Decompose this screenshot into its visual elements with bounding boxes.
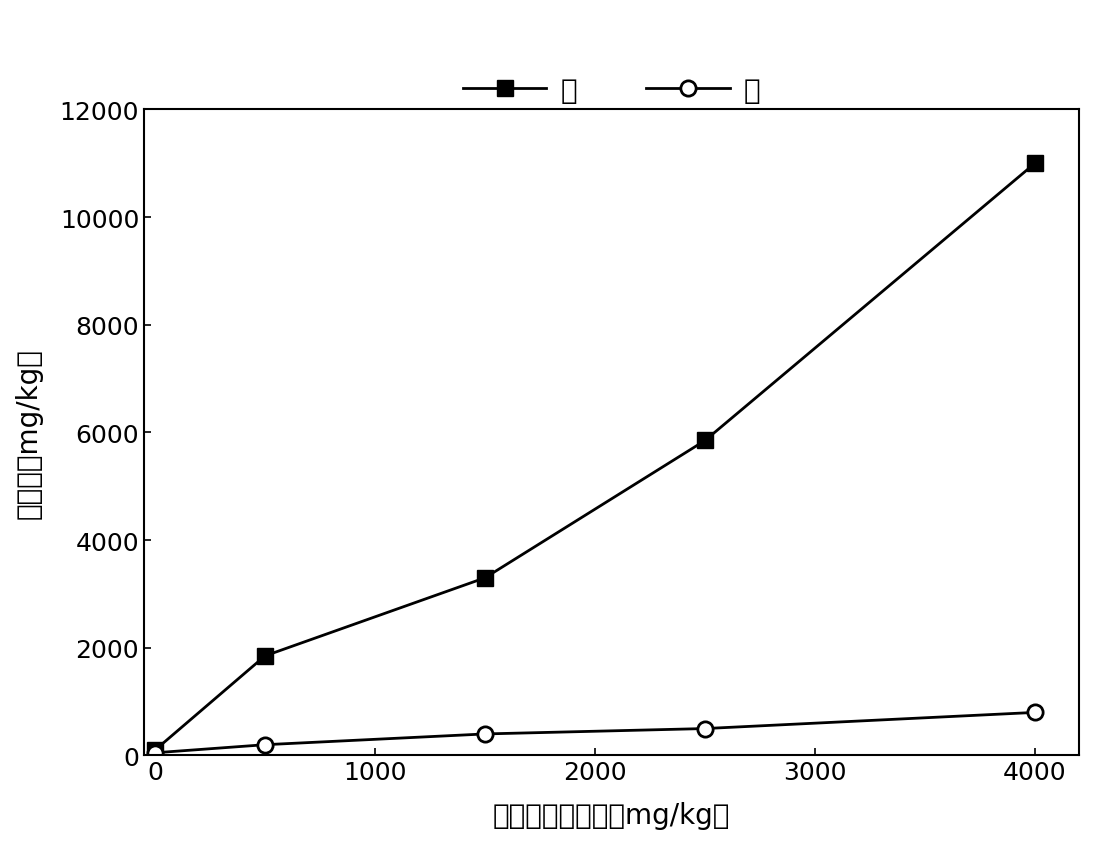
Legend: 根, 叶: 根, 叶	[452, 66, 771, 116]
根	[478, 573, 491, 583]
叶	[478, 729, 491, 739]
Y-axis label: 铅含量（mg/kg）: 铅含量（mg/kg）	[15, 348, 43, 518]
根	[149, 745, 162, 755]
叶	[1028, 707, 1041, 717]
叶	[149, 748, 162, 758]
根	[1028, 159, 1041, 169]
叶	[258, 739, 271, 749]
Line: 叶: 叶	[148, 705, 1043, 760]
根	[698, 436, 711, 446]
根	[258, 651, 271, 661]
X-axis label: 土壤铅处理浓度（mg/kg）: 土壤铅处理浓度（mg/kg）	[492, 801, 730, 829]
Line: 根: 根	[148, 156, 1043, 758]
叶	[698, 723, 711, 733]
